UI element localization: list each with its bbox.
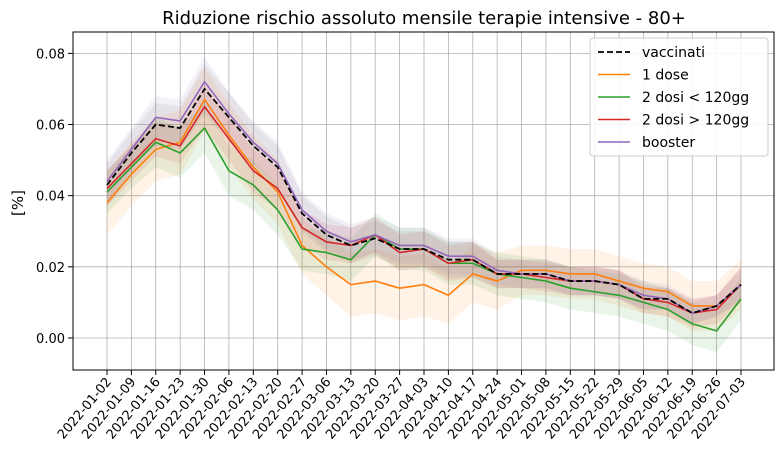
plot-area: 0.000.020.040.060.082022-01-022022-01-09… [36,31,775,442]
series-line-1 [106,98,742,307]
y-tick-label: 0.00 [36,332,65,347]
y-tick-label: 0.08 [36,47,65,62]
legend-label-4: booster [642,135,695,151]
legend: vaccinati 1 dose 2 dosi < 120gg 2 dosi > 12… [589,37,769,157]
legend-label-1: 1 dose [642,68,689,84]
y-tick-label: 0.04 [36,190,65,205]
legend-label-3: 2 dosi > 120gg [642,113,749,129]
y-axis-label: [%] [9,190,27,216]
confidence-band-1 [107,67,741,331]
legend-label-2: 2 dosi < 120gg [642,90,749,106]
confidence-band-3 [107,85,741,328]
y-tick-label: 0.06 [36,119,65,134]
legend-label-0: vaccinati [642,45,705,61]
y-tick-label: 0.02 [36,261,65,276]
legend-box [589,37,769,157]
series-line-4 [106,81,742,314]
series-line-0 [106,88,742,314]
chart-title: Riduzione rischio assoluto mensile terap… [162,8,686,29]
